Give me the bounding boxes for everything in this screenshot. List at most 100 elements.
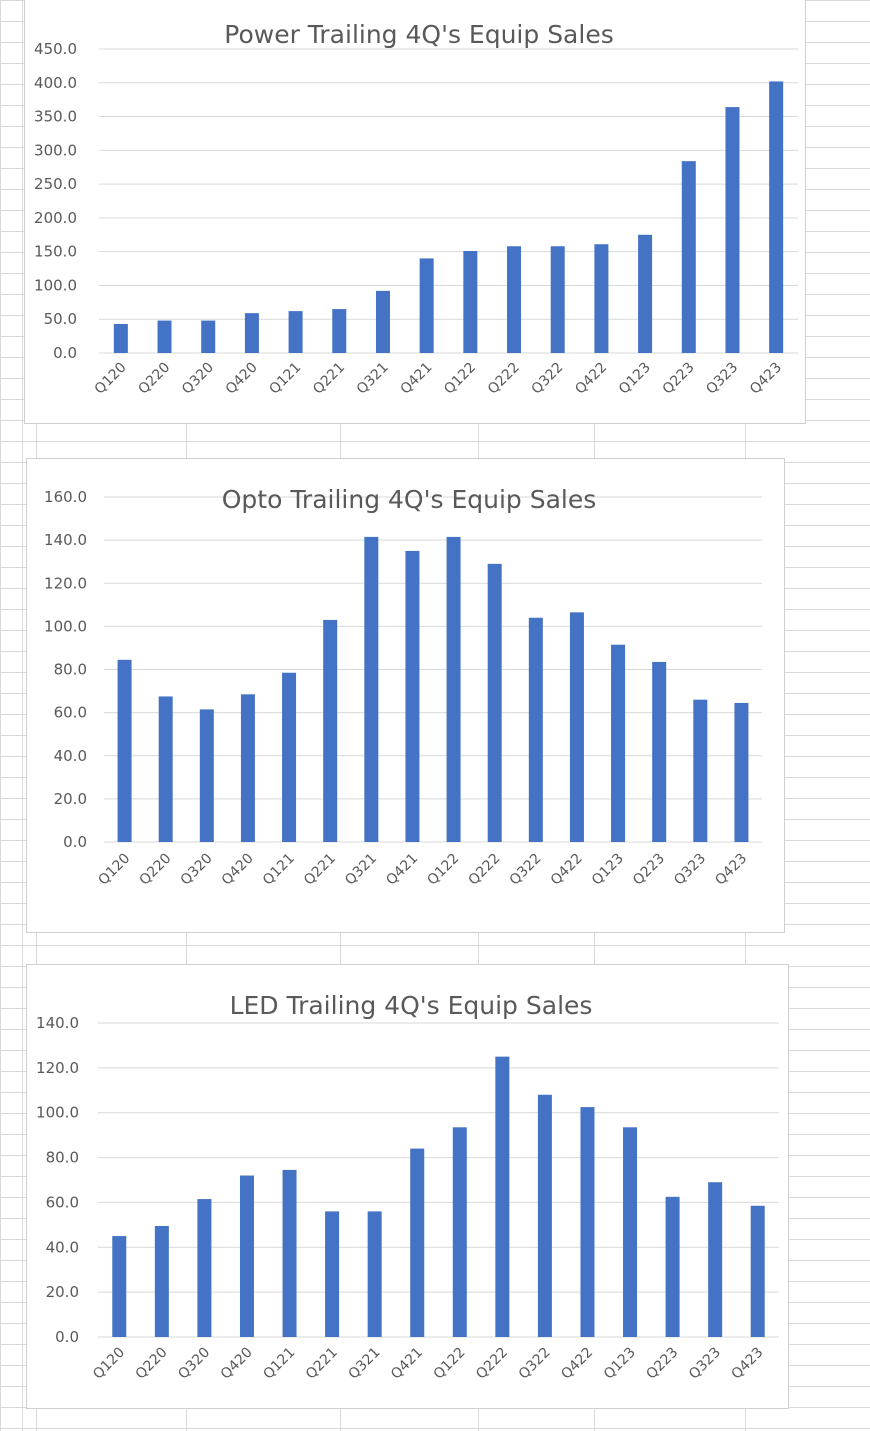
power-chart: 0.0 50.0 100.0 150.0 200.0 250.0 300.0 350.0 400…: [24, 0, 806, 424]
opto-x-tick-label: Q123: [589, 851, 627, 889]
opto-x-tick-label: Q421: [383, 851, 421, 889]
power-bar: [681, 161, 696, 353]
led-bar: [410, 1148, 425, 1337]
power-y-tick-label: 200.0: [34, 209, 77, 227]
opto-y-tick-label: 160.0: [44, 488, 87, 506]
opto-bar: [487, 563, 502, 842]
opto-bar: [323, 619, 338, 842]
power-x-tick-label: Q122: [441, 360, 479, 398]
power-bar: [157, 320, 172, 353]
opto-bar: [569, 612, 584, 842]
led-bar: [154, 1225, 169, 1337]
opto-y-tick-label: 80.0: [54, 661, 87, 679]
power-x-tick-label: Q123: [616, 360, 654, 398]
opto-bar: [117, 659, 132, 842]
power-x-tick-label: Q220: [135, 360, 173, 398]
power-bar: [594, 244, 609, 353]
led-x-tick-label: Q120: [90, 1345, 128, 1383]
power-x-tick-label: Q223: [660, 360, 698, 398]
power-bar: [375, 290, 390, 353]
opto-bar: [158, 696, 173, 842]
power-y-tick-label: 450.0: [34, 40, 77, 58]
led-chart: 0.0 20.0 40.0 60.0 80.0 100.0 120.0 140.0 LED Tr…: [26, 964, 789, 1409]
opto-bar: [364, 536, 379, 842]
led-y-tick-label: 140.0: [36, 1014, 79, 1032]
opto-x-tick-label: Q221: [301, 851, 339, 889]
led-y-tick-label: 120.0: [36, 1059, 79, 1077]
led-bar: [452, 1127, 467, 1337]
power-x-tick-label: Q222: [485, 360, 523, 398]
led-bar: [495, 1056, 510, 1337]
opto-y-tick-label: 40.0: [54, 747, 87, 765]
led-bar: [282, 1169, 297, 1337]
led-x-tick-label: Q421: [388, 1345, 426, 1383]
power-bar: [550, 246, 565, 353]
opto-bar: [240, 694, 255, 842]
led-bar: [239, 1175, 254, 1337]
led-x-tick-label: Q121: [260, 1345, 298, 1383]
led-x-tick-label: Q123: [601, 1345, 639, 1383]
opto-x-tick-label: Q223: [630, 851, 668, 889]
power-chart-title: Power Trailing 4Q's Equip Sales: [224, 20, 613, 49]
power-bar: [507, 246, 522, 353]
led-bar: [665, 1196, 680, 1337]
led-x-tick-label: Q220: [133, 1345, 171, 1383]
opto-chart-svg: 0.0 20.0 40.0 60.0 80.0 100.0 120.0 140.0 160.0 O…: [44, 485, 762, 889]
power-bar: [725, 107, 740, 353]
opto-x-tick-label: Q220: [137, 851, 175, 889]
opto-chart-title: Opto Trailing 4Q's Equip Sales: [222, 485, 597, 514]
led-y-tick-label: 40.0: [46, 1238, 79, 1256]
opto-y-tick-label: 60.0: [54, 704, 87, 722]
opto-x-tick-label: Q121: [260, 851, 298, 889]
power-bar: [769, 81, 784, 353]
opto-x-tick-label: Q423: [712, 851, 750, 889]
power-bar: [638, 234, 653, 353]
led-bar: [623, 1127, 638, 1337]
opto-x-tick-label: Q122: [424, 851, 462, 889]
led-y-tick-label: 60.0: [46, 1193, 79, 1211]
opto-x-tick-label: Q323: [671, 851, 709, 889]
opto-y-tick-label: 0.0: [63, 833, 87, 851]
power-bar: [419, 258, 434, 353]
led-y-tick-label: 20.0: [46, 1283, 79, 1301]
power-bar: [288, 311, 303, 353]
power-y-tick-label: 400.0: [34, 74, 77, 92]
power-x-tick-label: Q322: [529, 360, 567, 398]
power-x-tick-label: Q421: [397, 360, 435, 398]
power-y-tick-label: 150.0: [34, 243, 77, 261]
opto-bar: [734, 702, 749, 842]
opto-bar: [199, 709, 214, 842]
power-x-tick-label: Q120: [92, 360, 130, 398]
opto-x-tick-label: Q321: [342, 851, 380, 889]
led-x-tick-label: Q122: [431, 1345, 469, 1383]
led-chart-title: LED Trailing 4Q's Equip Sales: [230, 991, 593, 1020]
power-x-tick-label: Q221: [310, 360, 348, 398]
power-bar: [201, 320, 216, 353]
led-x-tick-label: Q223: [643, 1345, 681, 1383]
opto-x-tick-label: Q420: [219, 851, 257, 889]
power-y-tick-label: 300.0: [34, 141, 77, 159]
led-bar: [750, 1205, 765, 1337]
power-x-tick-label: Q422: [572, 360, 610, 398]
led-x-tick-label: Q323: [686, 1345, 724, 1383]
opto-x-tick-label: Q322: [507, 851, 545, 889]
led-y-tick-label: 80.0: [46, 1149, 79, 1167]
opto-y-tick-label: 140.0: [44, 531, 87, 549]
power-x-tick-label: Q423: [747, 360, 785, 398]
opto-x-tick-label: Q320: [178, 851, 216, 889]
led-bar: [325, 1211, 340, 1337]
led-x-tick-label: Q321: [345, 1345, 383, 1383]
opto-bar: [652, 661, 667, 842]
led-y-tick-label: 100.0: [36, 1104, 79, 1122]
opto-y-tick-label: 20.0: [54, 790, 87, 808]
led-x-tick-label: Q422: [558, 1345, 596, 1383]
power-bar: [463, 250, 478, 353]
power-bar: [244, 313, 259, 353]
power-x-tick-label: Q323: [703, 360, 741, 398]
opto-x-tick-label: Q120: [95, 851, 133, 889]
opto-bar: [282, 672, 297, 842]
led-bar: [580, 1107, 595, 1337]
power-y-tick-label: 250.0: [34, 175, 77, 193]
opto-x-tick-label: Q222: [466, 851, 504, 889]
power-y-tick-label: 100.0: [34, 276, 77, 294]
